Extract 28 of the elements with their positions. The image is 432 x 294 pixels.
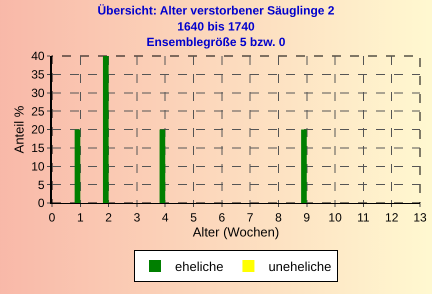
x-tick-label: 8: [275, 210, 282, 224]
y-tick-label: 25: [31, 104, 45, 118]
x-tick-label: 13: [413, 210, 427, 224]
x-axis-title: Alter (Wochen): [192, 224, 280, 240]
y-tick-label: 35: [31, 68, 45, 82]
legend-label: eheliche: [175, 259, 224, 274]
y-tick-label: 10: [31, 159, 45, 174]
x-tick-label: 5: [190, 210, 198, 224]
x-tick-label: 11: [357, 210, 370, 224]
y-tick-label: 30: [31, 86, 45, 100]
x-tick-label: 12: [385, 210, 399, 224]
y-tick-label: 0: [38, 196, 45, 210]
y-axis-title: Anteil %: [12, 105, 27, 154]
x-tick-label: 1: [76, 210, 84, 224]
x-tick-label: 6: [218, 210, 226, 224]
x-tick-label: 7: [246, 210, 254, 224]
x-tick-label: 9: [303, 210, 310, 224]
x-tick-label: 0: [48, 210, 56, 224]
chart-title: Übersicht: Alter verstorbener Säuglinge 2 1640 bis 1740 Ensemblegröße 5 bzw. 0: [98, 4, 335, 49]
x-tick-label: 10: [328, 210, 342, 224]
x-tick-label: 3: [134, 210, 141, 224]
y-tick-label: 20: [31, 122, 45, 137]
x-tick-label: 2: [105, 210, 112, 224]
y-tick-label: 40: [31, 49, 45, 64]
x-tick-label: 4: [162, 210, 169, 224]
y-tick-label: 5: [38, 178, 45, 192]
legend-label: uneheliche: [268, 259, 332, 274]
y-tick-label: 15: [31, 141, 45, 156]
